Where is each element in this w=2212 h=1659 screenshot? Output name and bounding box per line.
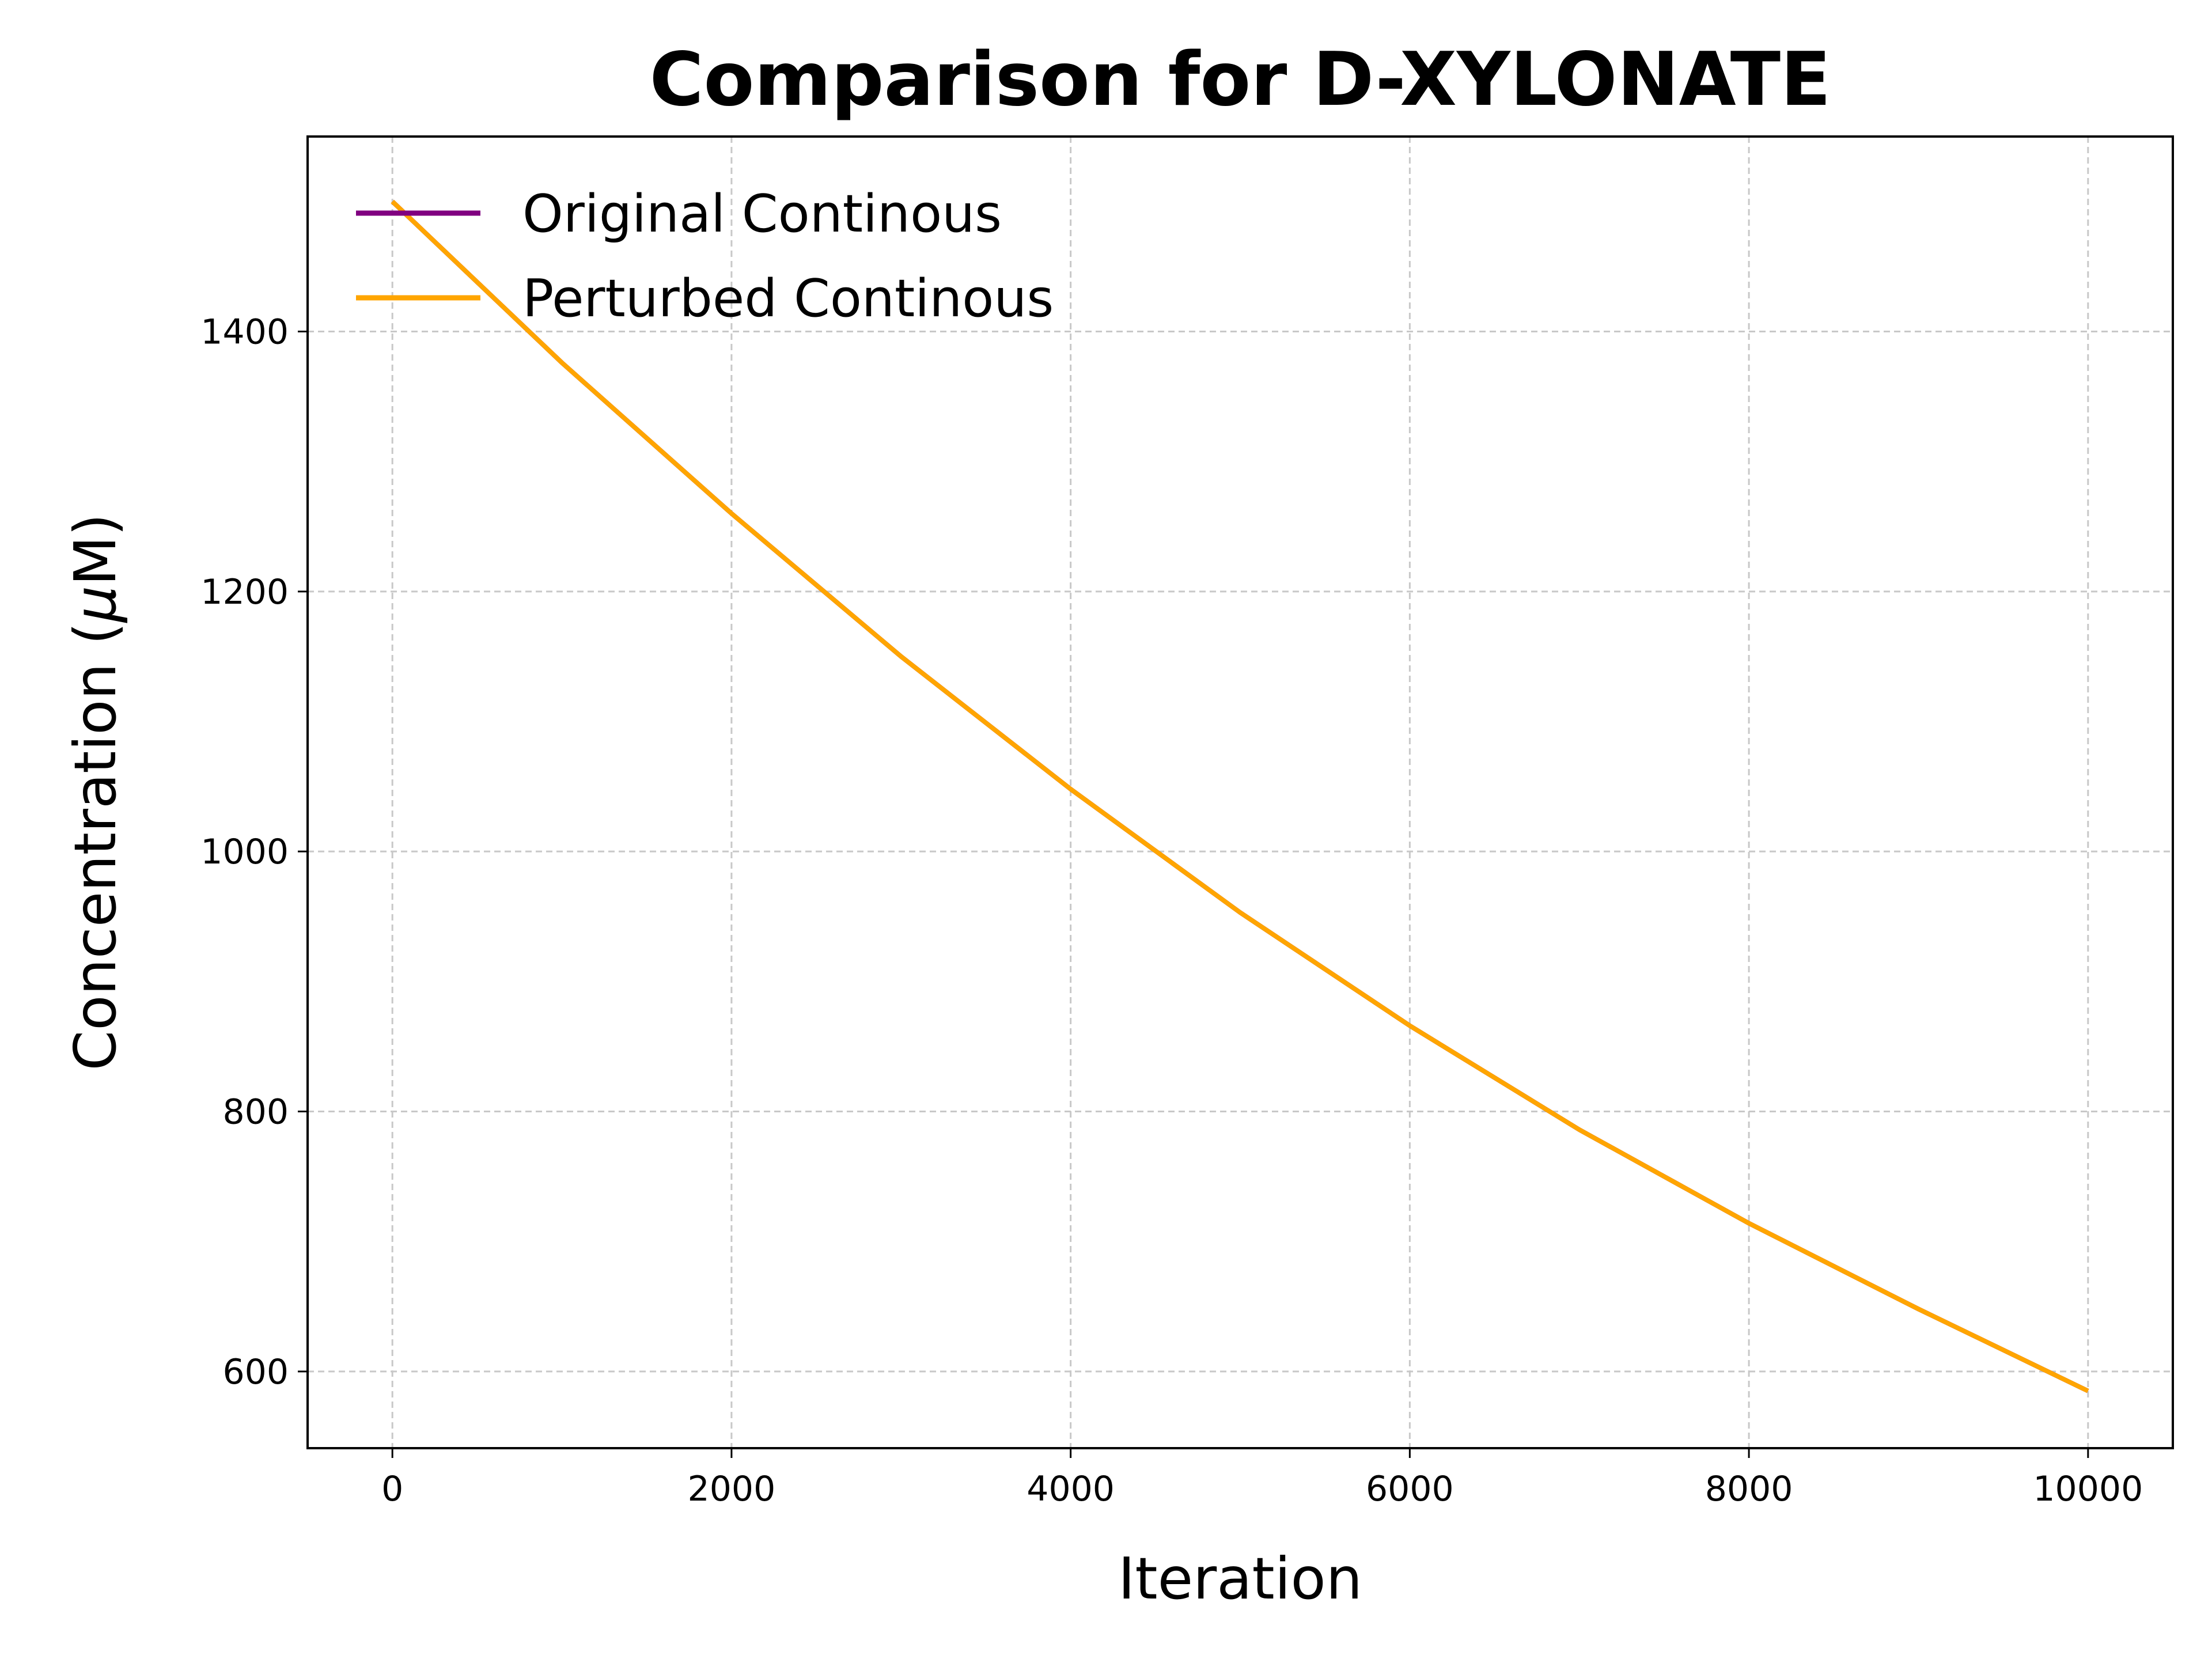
y-axis-label-prefix: Concentration ( [62,622,129,1070]
y-axis-ticks: 600 800 1000 1200 1400 [200,312,308,1392]
x-axis-ticks: 0 2000 4000 6000 8000 10000 [381,1448,2143,1509]
y-tick-label: 600 [222,1352,289,1392]
y-tick-label: 1000 [200,832,289,872]
y-axis-label-suffix: M) [62,513,129,585]
series-line-1 [391,199,2089,1393]
legend-label-original: Original Continous [522,184,1002,244]
gridlines [308,137,2173,1448]
x-tick-label: 2000 [688,1469,776,1509]
x-tick-label: 10000 [2033,1469,2143,1509]
x-tick-label: 8000 [1705,1469,1793,1509]
chart-title: Comparison for D-XYLONATE [650,37,1831,123]
x-tick-label: 4000 [1027,1469,1115,1509]
y-tick-label: 1400 [200,312,289,353]
y-tick-label: 800 [222,1092,289,1132]
legend: Original Continous Perturbed Continous [356,184,1054,329]
y-tick-label: 1200 [200,572,289,612]
x-axis-label: Iteration [1118,1545,1362,1612]
series-lines [391,199,2089,1393]
x-tick-label: 6000 [1366,1469,1454,1509]
y-axis-label-mu: μ [62,586,129,624]
legend-label-perturbed: Perturbed Continous [522,268,1054,329]
plot-frame [306,135,2174,1449]
y-axis-label: Concentration (μM) [62,513,129,1070]
x-tick-label: 0 [381,1469,403,1509]
